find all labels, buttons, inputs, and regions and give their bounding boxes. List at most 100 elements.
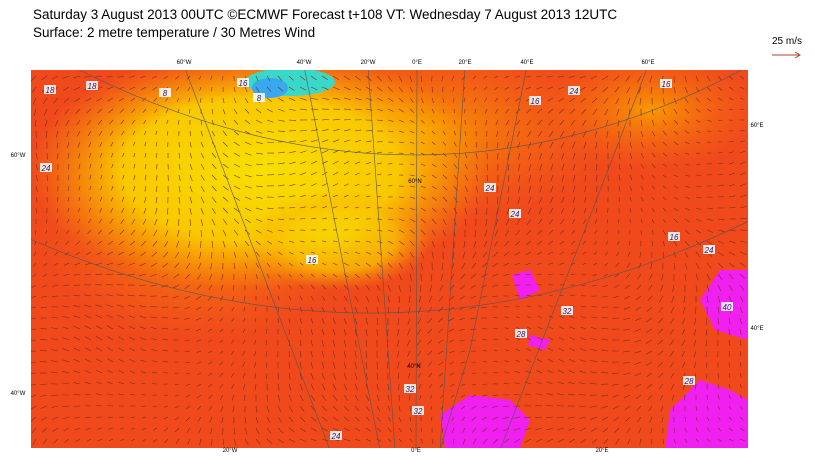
wind-arrow <box>569 326 576 330</box>
wind-arrow <box>288 405 293 413</box>
wind-arrow <box>343 75 350 81</box>
wind-arrow <box>277 262 282 267</box>
wind-arrow <box>537 119 543 126</box>
wind-arrow <box>464 218 467 226</box>
wind-arrow <box>387 383 389 391</box>
wind-arrow <box>189 196 193 204</box>
wind-arrow <box>493 438 499 444</box>
wind-arrow <box>186 251 191 259</box>
wind-arrow <box>659 394 664 401</box>
wind-arrow <box>255 75 259 82</box>
wind-arrow <box>441 262 444 270</box>
wind-arrow <box>673 119 679 125</box>
wind-arrow <box>64 108 70 115</box>
wind-arrow <box>473 240 477 248</box>
graticule-label: 40°E <box>750 326 763 332</box>
wind-arrow <box>526 337 532 341</box>
wind-arrow <box>536 262 543 265</box>
contour-label-box <box>159 88 171 97</box>
wind-arrow <box>62 416 70 420</box>
wind-arrow <box>130 229 136 236</box>
wind-arrow <box>376 162 382 165</box>
wind-arrow <box>684 174 690 177</box>
wind-arrow <box>728 438 734 442</box>
wind-arrow <box>254 317 257 323</box>
wind-arrow <box>122 174 125 180</box>
wind-arrow <box>515 240 521 246</box>
wind-arrow <box>739 75 745 80</box>
contour-label-box <box>568 86 580 95</box>
wind-arrow <box>51 405 59 408</box>
wind-arrow <box>515 316 521 319</box>
wind-arrow <box>56 218 59 224</box>
wind-arrow <box>254 339 257 345</box>
wind-arrow <box>528 196 532 204</box>
wind-arrow <box>584 174 587 182</box>
wind-arrow <box>717 196 725 198</box>
wind-arrow <box>448 317 455 322</box>
wind-arrow <box>593 119 598 127</box>
wind-arrow <box>231 317 235 322</box>
wind-arrow <box>614 273 620 278</box>
wind-arrow <box>645 339 653 344</box>
wind-arrow <box>109 130 114 136</box>
wind-arrow <box>56 141 59 149</box>
wind-arrow <box>89 163 92 169</box>
contour-label: 16 <box>308 256 317 265</box>
wind-arrow <box>34 229 37 235</box>
wind-arrow <box>43 108 48 116</box>
graticule-label: 20°W <box>223 448 238 454</box>
wind-arrow <box>673 97 677 104</box>
wind-arrow <box>343 284 349 290</box>
wind-arrow <box>684 152 690 155</box>
wind-arrow <box>561 196 565 204</box>
wind-arrow <box>343 361 347 369</box>
wind-arrow <box>195 306 202 311</box>
wind-arrow <box>365 162 371 165</box>
wind-arrow <box>365 240 372 243</box>
wind-arrow <box>184 328 191 331</box>
wind-arrow <box>694 306 697 314</box>
wind-arrow <box>73 382 81 385</box>
wind-arrow <box>618 185 621 192</box>
wind-arrow <box>420 141 425 145</box>
wind-arrow <box>222 163 229 169</box>
wind-arrow <box>583 207 587 214</box>
wind-arrow <box>354 372 358 380</box>
wind-arrow <box>648 405 653 412</box>
wind-arrow <box>365 229 372 231</box>
wind-arrow <box>95 294 103 297</box>
wind-arrow <box>431 141 436 145</box>
wind-arrow <box>728 86 734 91</box>
wind-arrow <box>211 163 217 170</box>
wind-arrow <box>199 97 202 103</box>
wind-arrow <box>453 119 456 125</box>
wind-arrow <box>431 196 437 201</box>
wind-arrow <box>288 119 296 121</box>
wind-arrow <box>684 163 689 166</box>
wind-arrow <box>695 207 702 210</box>
wind-arrow <box>492 405 499 408</box>
wind-arrow <box>492 295 499 297</box>
wind-arrow <box>548 305 554 308</box>
wind-arrow <box>580 316 587 319</box>
wind-arrow <box>493 327 499 330</box>
wind-arrow <box>442 119 445 124</box>
wind-arrow <box>343 119 351 121</box>
wind-arrow <box>728 195 736 198</box>
wind-arrow <box>470 284 477 289</box>
wind-arrow <box>376 262 382 268</box>
wind-arrow <box>420 130 425 134</box>
wind-arrow <box>185 383 191 386</box>
wind-arrow <box>559 262 565 265</box>
wind-arrow <box>728 173 735 176</box>
wind-arrow <box>537 326 543 330</box>
wind-arrow <box>650 86 653 94</box>
wind-arrow <box>739 240 747 243</box>
wind-arrow <box>635 383 642 388</box>
wind-arrow <box>376 372 379 380</box>
wind-arrow <box>176 240 180 248</box>
meridian <box>367 70 396 448</box>
wind-arrow <box>178 163 181 170</box>
wind-arrow <box>321 206 327 209</box>
